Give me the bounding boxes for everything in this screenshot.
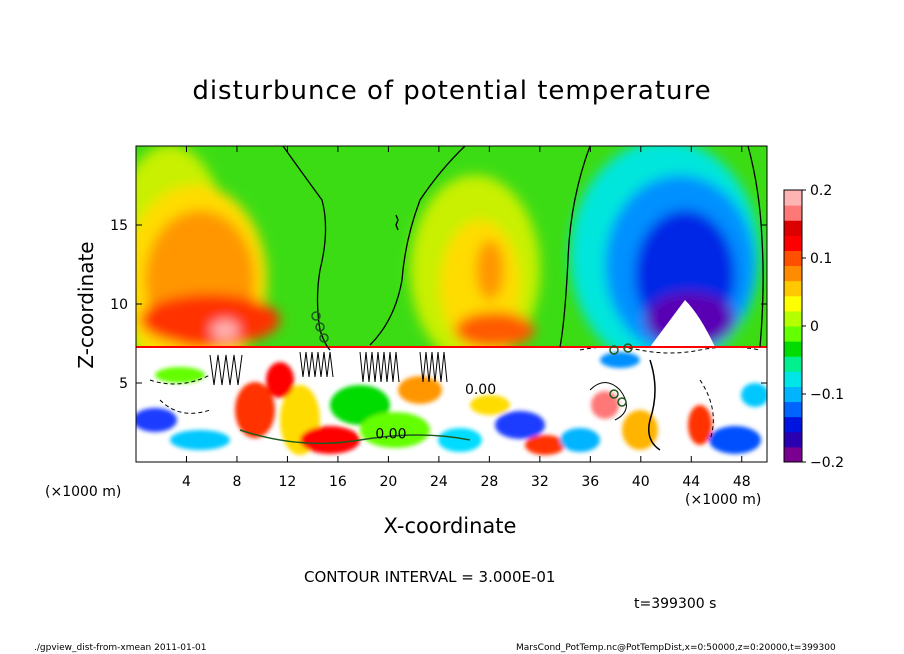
chart-title: disturbunce of potential temperature: [192, 76, 712, 106]
colorbar-swatch: [784, 341, 802, 357]
colorbar-swatch: [784, 416, 802, 433]
zero-contours: [282, 146, 764, 351]
colorbar-tick-label: 0: [810, 319, 819, 335]
contour-interval-note: CONTOUR INTERVAL = 3.000E-01: [304, 568, 556, 586]
colorbar-swatch: [784, 356, 802, 372]
colorbar-swatch: [784, 190, 802, 206]
time-note: t=399300 s: [634, 596, 717, 612]
colorbar-tick-label: −0.2: [810, 455, 844, 471]
footer-left: ./gpview_dist-from-xmean 2011-01-01: [34, 643, 207, 653]
colorbar-swatch: [784, 431, 802, 448]
colorbar-swatch: [784, 205, 802, 221]
warm-plume-mid-core: [476, 240, 504, 300]
y-tick-label: 15: [110, 218, 128, 234]
contour-label: 0.00: [375, 426, 406, 442]
contour-label-layer: 0.00 0.00: [375, 382, 496, 442]
x-tick-label: 20: [379, 474, 397, 490]
footer-right: MarsCond_PotTemp.nc@PotTempDist,x=0:5000…: [516, 643, 836, 653]
zero-contour-loops: [239, 311, 633, 445]
colorbar-swatch: [784, 235, 802, 251]
x-axis-label: X-coordinate: [383, 514, 517, 538]
colorbar-tick-label: 0.2: [810, 183, 832, 199]
contour-label: 0.00: [465, 382, 496, 398]
colorbar-swatch: [784, 310, 802, 327]
colorbar-swatch: [784, 250, 802, 267]
x-tick-label: 48: [733, 474, 751, 490]
upper-field-anomalies: [136, 146, 760, 375]
lower-field-anomalies: [136, 352, 767, 455]
x-tick-label: 8: [232, 474, 241, 490]
x-axis-ticks: 4 8 12 16 20 24 28 32 36 40 44 48: [182, 146, 751, 490]
y-tick-label: 5: [119, 376, 128, 392]
x-tick-label: 12: [279, 474, 297, 490]
colorbar-swatch: [784, 371, 802, 387]
x-tick-label: 4: [182, 474, 191, 490]
colorbar-swatch: [784, 280, 802, 297]
heatmap-field: [136, 146, 767, 462]
colorbar-swatch: [784, 220, 802, 236]
x-unit-right: (×1000 m): [685, 492, 762, 508]
colorbar-tick-label: −0.1: [810, 387, 844, 403]
x-tick-label: 44: [682, 474, 700, 490]
y-tick-label: 10: [110, 297, 128, 313]
x-tick-label: 36: [581, 474, 599, 490]
colorbar-swatch: [784, 401, 802, 418]
warm-plume-left-base: [140, 294, 280, 346]
colorbar-swatch: [784, 326, 802, 342]
y-axis-label: Z-coordinate: [74, 241, 98, 369]
colorbar-swatch: [784, 446, 802, 463]
colorbar-tick-label: 0.1: [810, 251, 832, 267]
warm-plume-left-peak: [211, 320, 239, 340]
colorbar-swatch: [784, 295, 802, 312]
x-tick-label: 28: [480, 474, 498, 490]
x-unit-left: (×1000 m): [45, 484, 122, 500]
colorbar-swatch: [784, 265, 802, 282]
x-tick-label: 16: [329, 474, 347, 490]
x-tick-label: 40: [632, 474, 650, 490]
cold-plume-white-cap: [650, 300, 715, 347]
colorbar-swatch: [784, 386, 802, 403]
colorbar: 0.2 0.1 0 −0.1 −0.2: [783, 183, 844, 471]
warm-plume-mid-base: [455, 312, 535, 348]
y-axis-ticks: 5 10 15: [110, 218, 767, 392]
x-tick-label: 24: [430, 474, 448, 490]
x-tick-label: 32: [531, 474, 549, 490]
